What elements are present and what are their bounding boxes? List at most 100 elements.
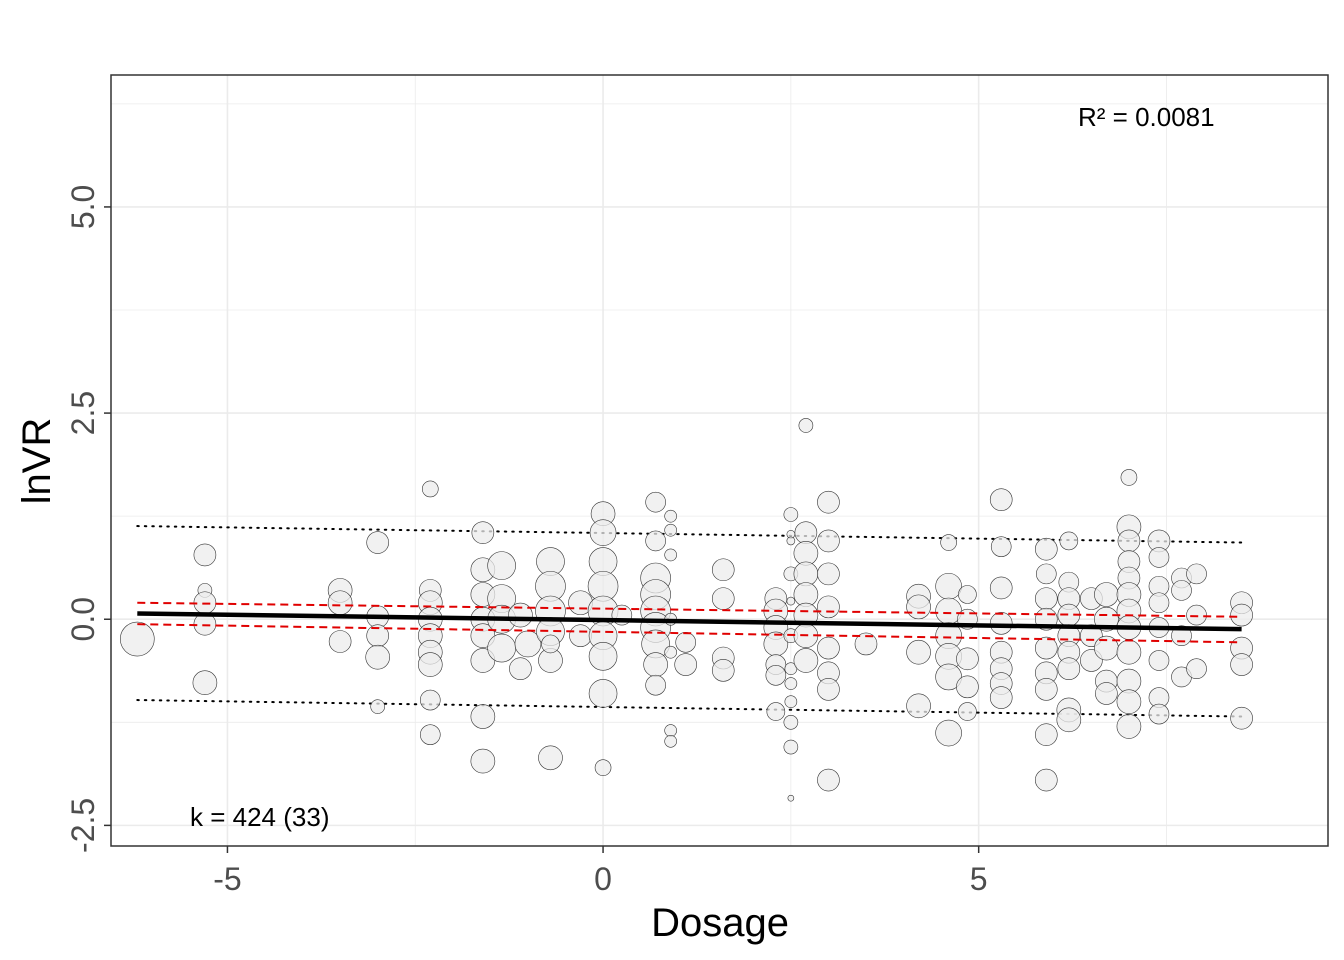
data-point	[1094, 582, 1119, 607]
data-point	[588, 642, 618, 671]
data-point	[989, 612, 1013, 635]
data-point	[664, 548, 677, 562]
data-point	[765, 665, 787, 686]
confidence-interval-upper	[137, 601, 1242, 618]
data-point	[470, 704, 496, 729]
data-point	[664, 523, 677, 537]
data-point	[935, 719, 962, 747]
data-point	[711, 558, 735, 582]
data-point	[589, 519, 617, 546]
data-point	[1034, 723, 1058, 746]
data-point	[786, 536, 796, 546]
data-point	[1034, 587, 1058, 610]
data-point	[1116, 639, 1142, 665]
data-point	[645, 491, 666, 513]
data-point	[421, 480, 439, 498]
x-tick-label: 0	[594, 861, 612, 897]
data-point	[1230, 706, 1253, 730]
axes: -5 0 5 -2.5 0.0 2.5 5.0	[65, 185, 988, 897]
x-axis-title: Dosage	[651, 901, 789, 945]
data-point	[787, 794, 795, 802]
y-tick-label: 5.0	[65, 185, 101, 229]
data-point	[643, 652, 668, 677]
data-point	[906, 594, 931, 620]
data-point	[783, 715, 799, 730]
data-point	[817, 678, 840, 701]
data-point	[989, 488, 1013, 511]
data-point	[664, 509, 677, 523]
data-point	[1116, 689, 1142, 714]
data-point	[786, 596, 796, 606]
data-point	[935, 572, 962, 600]
data-point	[783, 507, 799, 522]
data-point	[854, 632, 878, 656]
regression-line	[137, 601, 1242, 644]
data-points	[119, 418, 1253, 802]
data-point	[989, 576, 1013, 600]
data-point	[541, 634, 560, 654]
data-point	[935, 663, 962, 691]
data-point	[1171, 580, 1192, 601]
data-point	[784, 695, 798, 708]
data-point	[1148, 650, 1170, 671]
data-point	[664, 724, 677, 737]
data-point	[793, 648, 819, 673]
data-point	[817, 595, 840, 619]
data-point	[588, 679, 618, 708]
data-point	[487, 551, 516, 580]
data-point	[817, 636, 840, 660]
data-point	[1059, 531, 1079, 551]
data-point	[906, 693, 931, 719]
data-point	[711, 659, 735, 682]
data-point	[906, 639, 931, 665]
data-point	[1186, 604, 1207, 626]
data-point	[119, 621, 155, 657]
y-tick-label: -2.5	[65, 798, 101, 853]
data-point	[1148, 703, 1170, 725]
data-point	[366, 531, 389, 554]
data-point	[1057, 657, 1081, 681]
data-point	[487, 633, 516, 663]
data-point	[958, 585, 977, 604]
data-point	[365, 644, 390, 670]
grid-lines	[111, 75, 1328, 846]
data-point	[193, 543, 217, 567]
r-squared-annotation: R² = 0.0081	[1078, 102, 1215, 132]
data-point	[794, 521, 818, 544]
data-point	[1230, 653, 1253, 676]
data-point	[1186, 563, 1207, 585]
data-point	[1095, 682, 1118, 705]
data-point	[766, 702, 786, 721]
data-point	[471, 521, 495, 544]
data-point	[1120, 469, 1138, 486]
data-point	[711, 587, 735, 610]
data-point	[645, 530, 666, 552]
data-point	[419, 689, 441, 711]
data-point	[817, 562, 840, 586]
data-point	[509, 657, 532, 681]
data-point	[817, 490, 840, 514]
data-point	[1117, 529, 1141, 553]
data-point	[419, 724, 441, 745]
data-point	[328, 630, 352, 653]
data-point	[674, 653, 697, 676]
data-point	[417, 652, 443, 677]
data-point	[784, 677, 798, 690]
data-point	[1035, 563, 1057, 585]
data-point	[1116, 714, 1142, 739]
k-count-annotation: k = 424 (33)	[190, 802, 329, 832]
data-point	[327, 590, 353, 616]
data-point	[940, 534, 957, 551]
data-point	[1230, 603, 1253, 627]
x-tick-label: -5	[213, 861, 241, 897]
data-point	[675, 632, 696, 653]
data-point	[817, 768, 840, 792]
data-point	[538, 745, 563, 771]
x-tick-label: 5	[970, 861, 988, 897]
data-point	[956, 675, 979, 699]
data-point	[1148, 547, 1170, 568]
y-tick-label: 2.5	[65, 391, 101, 435]
plot-panel-border	[110, 74, 1329, 847]
